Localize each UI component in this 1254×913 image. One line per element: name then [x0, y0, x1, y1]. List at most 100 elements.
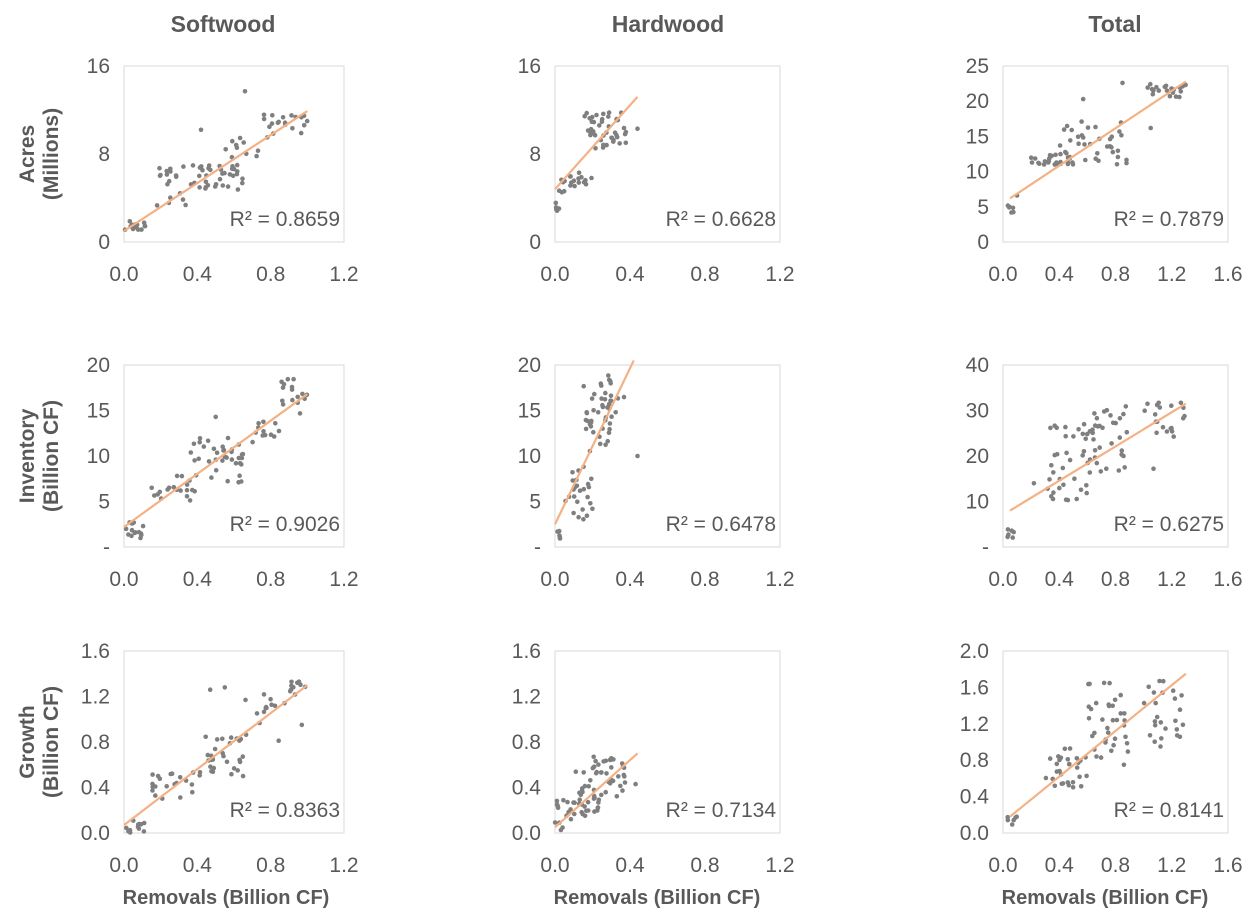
data-point	[603, 397, 608, 402]
data-point	[220, 458, 225, 463]
data-point	[608, 381, 613, 386]
data-point	[281, 402, 286, 407]
x-tick-label: 0.0	[540, 854, 569, 877]
data-point	[1171, 434, 1176, 439]
data-point	[204, 180, 209, 185]
data-point	[197, 185, 202, 190]
data-point	[571, 511, 576, 516]
panel-inventory-total: -102030400.0 0.4 0.8 1.2 1.6R² = 0.6275	[966, 354, 1243, 591]
data-point	[1069, 128, 1074, 133]
data-point	[198, 770, 203, 775]
data-point	[594, 113, 599, 118]
data-point	[1068, 138, 1073, 143]
data-point	[230, 457, 235, 462]
data-point	[290, 387, 295, 392]
data-point	[558, 536, 563, 541]
row-title-line-2: (Millions)	[40, 108, 63, 200]
y-tick-label: 8	[529, 143, 541, 166]
y-tick-label: 10	[966, 491, 989, 514]
data-point	[1063, 434, 1068, 439]
data-point	[1091, 437, 1096, 442]
data-point	[577, 797, 582, 802]
data-point	[609, 414, 614, 419]
data-point	[138, 536, 143, 541]
data-point	[192, 442, 197, 447]
data-point	[1122, 465, 1127, 470]
x-tick-label: 1.6	[1213, 854, 1242, 877]
data-point	[1033, 156, 1038, 161]
data-point	[1076, 141, 1081, 146]
data-point	[222, 171, 227, 176]
data-point	[618, 784, 623, 789]
data-point	[224, 455, 229, 460]
x-tick-label: 0.0	[109, 854, 138, 877]
r-squared-label: R² = 0.8141	[1114, 799, 1224, 822]
data-point	[600, 403, 605, 408]
data-point	[213, 415, 218, 420]
data-point	[255, 711, 260, 716]
x-tick-label: 0.4	[183, 568, 213, 591]
data-point	[622, 126, 627, 131]
data-point	[1113, 421, 1118, 426]
x-tick-label: 0.0	[988, 854, 1017, 877]
data-point	[609, 765, 614, 770]
data-point	[203, 735, 208, 740]
data-point	[209, 475, 214, 480]
x-tick-label: 0.4	[183, 854, 213, 877]
data-point	[1061, 466, 1066, 471]
data-point	[574, 769, 579, 774]
data-point	[575, 500, 580, 505]
data-point	[1064, 151, 1069, 156]
data-point	[557, 529, 562, 534]
data-point	[1123, 735, 1128, 740]
y-tick-label: 0.4	[512, 777, 542, 800]
row-title-growth: Growth (Billion CF)	[16, 686, 63, 798]
data-point	[1174, 94, 1179, 99]
data-point	[1047, 159, 1052, 164]
data-point	[232, 167, 237, 172]
data-point	[281, 115, 286, 120]
data-point	[592, 392, 597, 397]
data-point	[1037, 161, 1042, 166]
data-point	[262, 117, 267, 122]
data-point	[234, 461, 239, 466]
data-point	[241, 774, 246, 779]
data-point	[608, 758, 613, 763]
data-point	[608, 421, 613, 426]
panel-inventory-softwood: -51015200.0 0.4 0.8 1.2R² = 0.9026	[87, 354, 359, 591]
data-point	[1173, 696, 1178, 701]
data-point	[229, 735, 234, 740]
data-point	[1152, 690, 1157, 695]
data-point	[305, 119, 310, 124]
data-point	[1121, 454, 1126, 459]
data-point	[243, 89, 248, 94]
data-point	[1058, 152, 1063, 157]
data-point	[1097, 424, 1102, 429]
data-point	[594, 771, 599, 776]
data-point	[240, 176, 245, 181]
data-point	[635, 126, 640, 131]
data-point	[1081, 135, 1086, 140]
data-point	[1142, 701, 1147, 706]
data-point	[178, 795, 183, 800]
data-point	[1153, 701, 1158, 706]
r-squared-label: R² = 0.7879	[1114, 208, 1224, 231]
y-tick-label: 0.8	[512, 731, 541, 754]
data-point	[586, 800, 591, 805]
data-point	[262, 710, 267, 715]
data-point	[633, 782, 638, 787]
data-point	[149, 486, 154, 491]
data-point	[297, 679, 302, 684]
data-point	[192, 489, 197, 494]
data-point	[1095, 151, 1100, 156]
data-point	[1081, 432, 1086, 437]
data-point	[268, 697, 273, 702]
data-point	[1168, 94, 1173, 99]
data-point	[560, 825, 565, 830]
x-tick-label: 0.0	[540, 263, 569, 286]
data-point	[1104, 466, 1109, 471]
data-point	[1156, 401, 1161, 406]
data-point	[286, 377, 291, 382]
data-point	[150, 788, 155, 793]
x-tick-label: 0.8	[1101, 854, 1130, 877]
